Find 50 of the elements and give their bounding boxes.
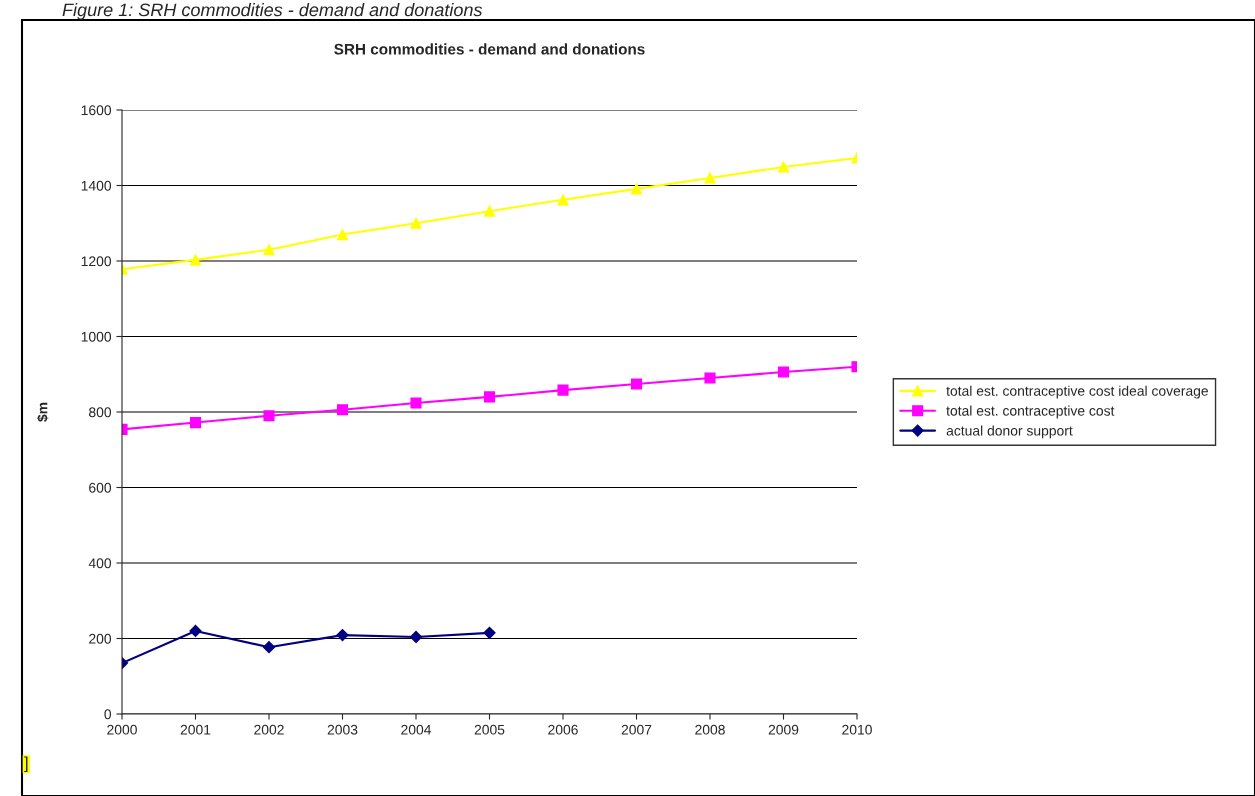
point [483,205,496,217]
point [483,626,496,639]
y-tick-label: 1000 [81,331,112,342]
point [557,384,569,396]
chart-title: SRH commodities - demand and donations [334,43,645,55]
y-tick-label: 1600 [81,105,112,116]
point [704,372,716,384]
point [777,161,790,173]
x-tick-label: 2006 [548,724,578,735]
text: ] [24,756,28,772]
x-tick-label: 2008 [695,724,725,735]
y-tick-label: 1200 [81,256,112,267]
y-axis-title: $m [36,402,49,422]
legend-label: actual donor support [946,425,1073,439]
x-tick-label: 2002 [254,724,284,735]
point [263,410,275,422]
x-tick-label: 2007 [621,724,652,735]
legend-label: total est. contraceptive cost [946,405,1115,419]
legend-label: total est. contraceptive cost ideal coverage [946,385,1208,399]
point [410,217,422,229]
y-tick-label: 200 [89,633,112,644]
point [777,366,790,378]
y-tick-label: 800 [89,407,112,418]
point [263,244,275,256]
point [410,397,422,409]
point [704,172,716,184]
point [557,194,569,206]
point [336,629,349,642]
x-tick-label: 2004 [401,724,432,735]
x-tick-label: 2001 [180,724,211,735]
x-tick-label: 2000 [107,724,137,735]
point [336,404,349,416]
y-tick-label: 0 [104,709,112,720]
y-tick-label: 1400 [81,180,112,191]
point [483,391,496,403]
x-tick-label: 2009 [768,724,799,735]
caption: Figure 1: SRH commodities - demand and donations [62,3,483,20]
point [630,183,643,195]
point [189,624,202,638]
x-tick-label: 2010 [842,724,872,735]
x-tick-label: 2005 [474,724,505,735]
x-tick-label: 2003 [327,724,358,735]
y-tick-label: 600 [89,482,112,493]
point [189,254,202,266]
point [630,378,643,390]
point [262,641,276,654]
point [336,229,349,241]
point [409,630,423,644]
y-tick-label: 400 [88,558,112,569]
point [189,417,202,429]
